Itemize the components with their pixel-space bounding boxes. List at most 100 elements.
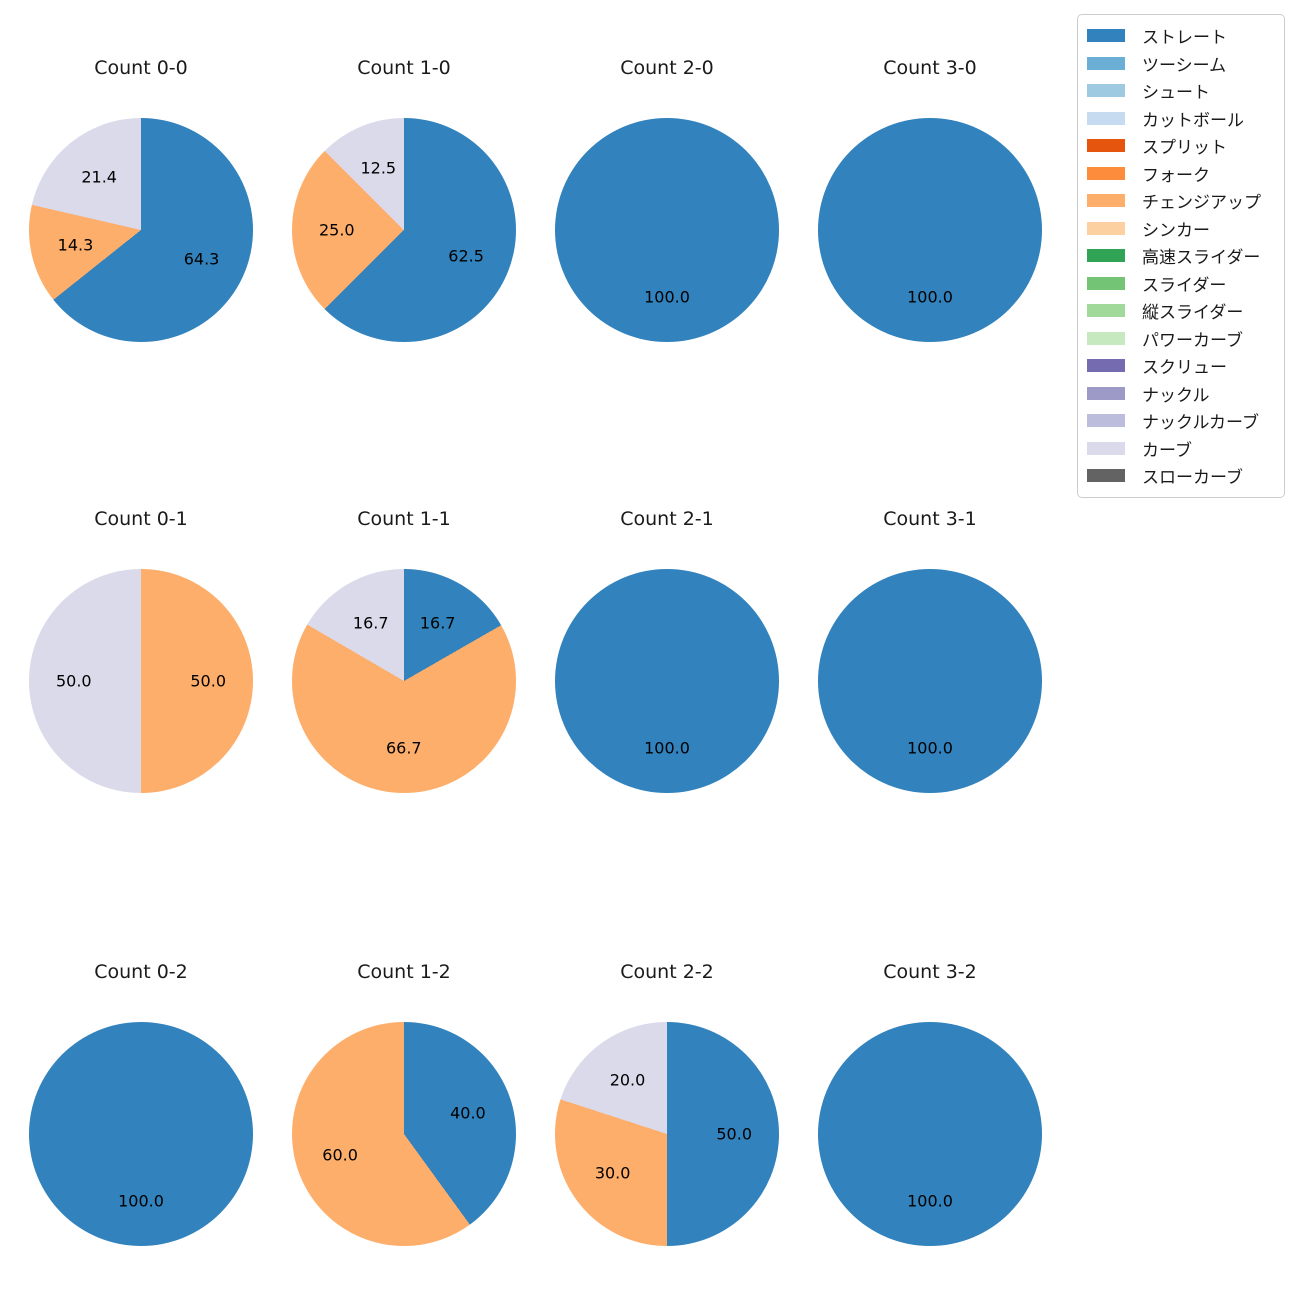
legend-item-label: スプリット	[1142, 138, 1227, 159]
legend-swatch-icon	[1087, 304, 1125, 318]
legend-swatch-icon	[1087, 56, 1125, 70]
legend-item-label: スライダー	[1142, 275, 1227, 296]
legend-item: スプリット	[1087, 132, 1276, 160]
legend-swatch-icon	[1087, 166, 1125, 180]
pie-title-count-1-0: Count 1-0	[357, 57, 451, 79]
pie-slice-label: 16.7	[419, 613, 456, 633]
legend-item-label: カットボール	[1142, 110, 1244, 131]
pie-chart-count-1-1	[292, 569, 516, 793]
legend-item: ナックル	[1087, 380, 1276, 408]
legend-item-label: スローカーブ	[1142, 468, 1243, 489]
legend-swatch-icon	[1087, 111, 1125, 125]
legend-swatch-icon	[1087, 359, 1125, 373]
legend-swatch-icon	[1087, 221, 1125, 235]
pie-slice-label: 50.0	[716, 1124, 752, 1144]
pie-slice-label: 16.7	[352, 613, 389, 633]
pie-slice-label: 100.0	[644, 287, 690, 307]
legend-item: スライダー	[1087, 270, 1276, 298]
legend: ストレートツーシームシュートカットボール スプリットフォークチェンジアップ シンカー…	[1077, 14, 1285, 498]
legend-item-label: シュート	[1142, 83, 1210, 104]
legend-swatch-icon	[1087, 441, 1125, 455]
legend-swatch-icon	[1087, 194, 1125, 208]
pie-slice-label: 100.0	[907, 1191, 953, 1211]
pie-slice-label: 21.4	[81, 167, 117, 187]
legend-item: フォーク	[1087, 160, 1276, 188]
legend-item-label: ナックル	[1142, 385, 1210, 406]
legend-swatch-icon	[1087, 276, 1125, 290]
legend-item-label: スクリュー	[1142, 358, 1227, 379]
legend-item-label: ツーシーム	[1142, 55, 1227, 76]
legend-items: ストレートツーシームシュートカットボール スプリットフォークチェンジアップ シンカー…	[1087, 22, 1276, 490]
legend-item: シンカー	[1087, 215, 1276, 243]
legend-swatch-icon	[1087, 249, 1125, 263]
pie-chart-count-0-2	[29, 1022, 253, 1246]
pie-slice-label: 12.5	[360, 158, 397, 178]
pie-chart-count-1-0	[292, 118, 516, 342]
legend-item: カットボール	[1087, 105, 1276, 133]
legend-item: ストレート	[1087, 22, 1276, 50]
pie-chart-count-0-0	[29, 118, 253, 342]
legend-swatch-icon	[1087, 139, 1125, 153]
legend-item-label: シンカー	[1142, 220, 1210, 241]
legend-item-label: ナックルカーブ	[1142, 413, 1259, 434]
pie-slice-label: 20.0	[609, 1070, 646, 1090]
pie-slice-label: 100.0	[118, 1191, 164, 1211]
pie-title-count-2-0: Count 2-0	[620, 57, 714, 79]
legend-item-label: パワーカーブ	[1142, 330, 1243, 351]
pie-slice-label: 100.0	[907, 738, 953, 758]
legend-item: シュート	[1087, 77, 1276, 105]
pie-title-count-2-2: Count 2-2	[620, 961, 714, 983]
pie-title-count-2-1: Count 2-1	[620, 508, 714, 530]
pie-slice-label: 25.0	[318, 220, 355, 240]
legend-swatch-icon	[1087, 331, 1125, 345]
pie-slice-label: 60.0	[322, 1145, 358, 1165]
pie-title-count-1-2: Count 1-2	[357, 961, 451, 983]
pie-chart-count-3-1	[818, 569, 1042, 793]
legend-swatch-icon	[1087, 84, 1125, 98]
legend-item-label: ストレート	[1142, 28, 1227, 49]
legend-item: 高速スライダー	[1087, 242, 1276, 270]
legend-item-label: 高速スライダー	[1142, 248, 1261, 269]
legend-item-label: カーブ	[1142, 440, 1192, 461]
legend-item: チェンジアップ	[1087, 187, 1276, 215]
pie-slice-label: 62.5	[448, 246, 484, 266]
legend-item: ナックルカーブ	[1087, 407, 1276, 435]
pie-slice-label: 40.0	[450, 1103, 486, 1123]
pie-title-count-1-1: Count 1-1	[357, 508, 451, 530]
legend-item-label: フォーク	[1142, 165, 1210, 186]
pie-slice-label: 14.3	[57, 235, 94, 255]
pie-slice-label: 50.0	[190, 671, 226, 691]
pie-title-count-0-2: Count 0-2	[94, 961, 188, 983]
legend-item: ツーシーム	[1087, 50, 1276, 78]
legend-swatch-icon	[1087, 414, 1125, 428]
legend-swatch-icon	[1087, 29, 1125, 43]
pie-slice-label: 30.0	[594, 1163, 631, 1183]
pie-slice-label: 66.7	[385, 738, 422, 758]
pie-slice-label: 64.3	[183, 249, 220, 269]
pie-chart-count-2-2	[555, 1022, 779, 1246]
legend-item: パワーカーブ	[1087, 325, 1276, 353]
pie-slice-label: 100.0	[907, 287, 953, 307]
pie-title-count-3-1: Count 3-1	[883, 508, 977, 530]
pie-slice-label: 100.0	[644, 738, 690, 758]
pie-chart-count-3-0	[818, 118, 1042, 342]
pie-chart-count-1-2	[292, 1022, 516, 1246]
legend-item: スクリュー	[1087, 352, 1276, 380]
pie-chart-count-0-1	[29, 569, 253, 793]
pie-chart-count-2-1	[555, 569, 779, 793]
pie-slice-label: 50.0	[55, 671, 92, 691]
pie-title-count-3-2: Count 3-2	[883, 961, 977, 983]
pie-chart-count-3-2	[818, 1022, 1042, 1246]
legend-swatch-icon	[1087, 469, 1125, 483]
pie-chart-count-2-0	[555, 118, 779, 342]
pie-title-count-0-1: Count 0-1	[94, 508, 188, 530]
pie-title-count-3-0: Count 3-0	[883, 57, 977, 79]
legend-item-label: 縦スライダー	[1142, 303, 1244, 324]
pie-title-count-0-0: Count 0-0	[94, 57, 188, 79]
legend-item: カーブ	[1087, 435, 1276, 463]
legend-swatch-icon	[1087, 386, 1125, 400]
legend-item: スローカーブ	[1087, 462, 1276, 490]
legend-item-label: チェンジアップ	[1142, 193, 1261, 214]
legend-item: 縦スライダー	[1087, 297, 1276, 325]
